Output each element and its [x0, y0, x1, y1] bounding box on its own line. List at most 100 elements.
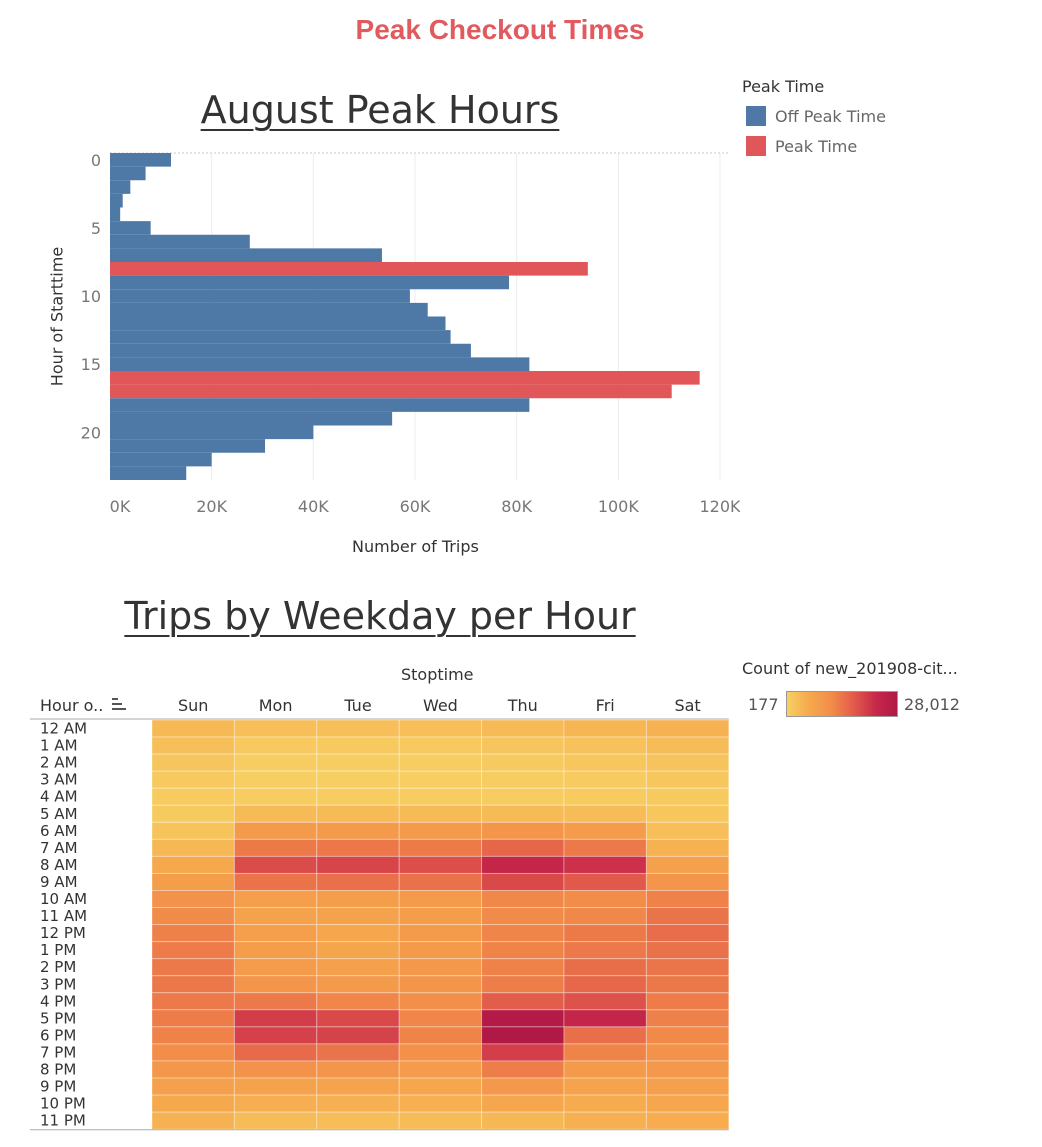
heat-cell[interactable] [645, 1111, 730, 1130]
bar-hour-8[interactable] [110, 262, 588, 276]
heat-cell[interactable] [563, 1094, 647, 1113]
heat-cell[interactable] [151, 958, 235, 977]
heat-cell[interactable] [563, 992, 647, 1011]
heat-cell[interactable] [151, 975, 235, 994]
heat-cell[interactable] [233, 1094, 318, 1113]
heat-cell[interactable] [563, 736, 647, 755]
heat-cell[interactable] [398, 770, 483, 789]
heat-cell[interactable] [316, 890, 400, 909]
heat-cell[interactable] [563, 975, 647, 994]
heat-cell[interactable] [151, 719, 235, 738]
heat-cell[interactable] [233, 1077, 318, 1096]
legend-item-peak[interactable]: Peak Time [746, 136, 857, 156]
heat-cell[interactable] [563, 1043, 647, 1062]
bar-hour-0[interactable] [110, 153, 171, 167]
heat-cell[interactable] [645, 907, 730, 926]
heat-cell[interactable] [151, 992, 235, 1011]
heat-cell[interactable] [233, 1026, 318, 1045]
heat-cell[interactable] [316, 924, 400, 943]
heat-cell[interactable] [233, 821, 318, 840]
heat-cell[interactable] [645, 1077, 730, 1096]
heat-cell[interactable] [316, 1026, 400, 1045]
heat-cell[interactable] [563, 1009, 647, 1028]
heat-cell[interactable] [316, 719, 400, 738]
heat-cell[interactable] [645, 958, 730, 977]
heat-cell[interactable] [316, 907, 400, 926]
legend-item-off-peak[interactable]: Off Peak Time [746, 106, 886, 126]
heat-cell[interactable] [151, 1094, 235, 1113]
heat-cell[interactable] [398, 855, 483, 874]
heat-cell[interactable] [233, 736, 318, 755]
heat-cell[interactable] [233, 941, 318, 960]
heat-cell[interactable] [316, 855, 400, 874]
heat-cell[interactable] [151, 838, 235, 857]
heat-cell[interactable] [151, 1111, 235, 1130]
heat-cell[interactable] [481, 1026, 565, 1045]
heat-cell[interactable] [233, 890, 318, 909]
bar-hour-6[interactable] [110, 234, 250, 249]
heat-cell[interactable] [151, 924, 235, 943]
bar-hour-22[interactable] [110, 452, 212, 467]
bar-hour-20[interactable] [110, 425, 314, 440]
bar-hour-4[interactable] [110, 207, 121, 222]
bar-hour-3[interactable] [110, 193, 123, 208]
heat-cell[interactable] [316, 1111, 400, 1130]
heat-cell[interactable] [481, 975, 565, 994]
bar-hour-2[interactable] [110, 180, 131, 194]
bar-hour-16[interactable] [110, 371, 700, 385]
heat-cell[interactable] [481, 787, 565, 806]
heat-cell[interactable] [481, 907, 565, 926]
heat-cell[interactable] [645, 1009, 730, 1028]
heat-cell[interactable] [645, 1060, 730, 1079]
heat-cell[interactable] [563, 753, 647, 772]
heat-cell[interactable] [233, 787, 318, 806]
heat-cell[interactable] [316, 975, 400, 994]
heat-cell[interactable] [151, 787, 235, 806]
heat-cell[interactable] [398, 838, 483, 857]
heat-cell[interactable] [233, 1043, 318, 1062]
heat-cell[interactable] [398, 890, 483, 909]
heat-cell[interactable] [481, 770, 565, 789]
heat-cell[interactable] [398, 1009, 483, 1028]
bar-hour-17[interactable] [110, 384, 672, 399]
heat-cell[interactable] [398, 804, 483, 823]
heat-cell[interactable] [481, 736, 565, 755]
heat-cell[interactable] [151, 1009, 235, 1028]
heat-cell[interactable] [316, 992, 400, 1011]
heat-cell[interactable] [316, 770, 400, 789]
heat-cell[interactable] [398, 992, 483, 1011]
heat-cell[interactable] [645, 787, 730, 806]
heat-cell[interactable] [563, 958, 647, 977]
bar-hour-15[interactable] [110, 357, 530, 371]
heat-cell[interactable] [316, 804, 400, 823]
heat-cell[interactable] [481, 753, 565, 772]
heat-cell[interactable] [563, 821, 647, 840]
heat-cell[interactable] [398, 1043, 483, 1062]
heat-cell[interactable] [563, 770, 647, 789]
heat-cell[interactable] [398, 736, 483, 755]
bar-hour-5[interactable] [110, 221, 151, 235]
heat-cell[interactable] [398, 907, 483, 926]
bar-hour-13[interactable] [110, 330, 451, 344]
heat-cell[interactable] [151, 855, 235, 874]
heat-cell[interactable] [398, 821, 483, 840]
heat-cell[interactable] [645, 736, 730, 755]
heat-cell[interactable] [316, 1009, 400, 1028]
bar-hour-12[interactable] [110, 316, 446, 331]
heat-cell[interactable] [151, 941, 235, 960]
heat-cell[interactable] [398, 975, 483, 994]
heat-cell[interactable] [398, 924, 483, 943]
heat-cell[interactable] [563, 804, 647, 823]
heat-cell[interactable] [645, 975, 730, 994]
bar-hour-11[interactable] [110, 302, 428, 317]
heat-cell[interactable] [151, 753, 235, 772]
heat-cell[interactable] [481, 1009, 565, 1028]
heat-cell[interactable] [481, 1077, 565, 1096]
heat-cell[interactable] [563, 941, 647, 960]
heat-cell[interactable] [645, 924, 730, 943]
bar-hour-9[interactable] [110, 275, 510, 290]
heat-cell[interactable] [233, 975, 318, 994]
heat-cell[interactable] [316, 753, 400, 772]
heat-cell[interactable] [563, 855, 647, 874]
